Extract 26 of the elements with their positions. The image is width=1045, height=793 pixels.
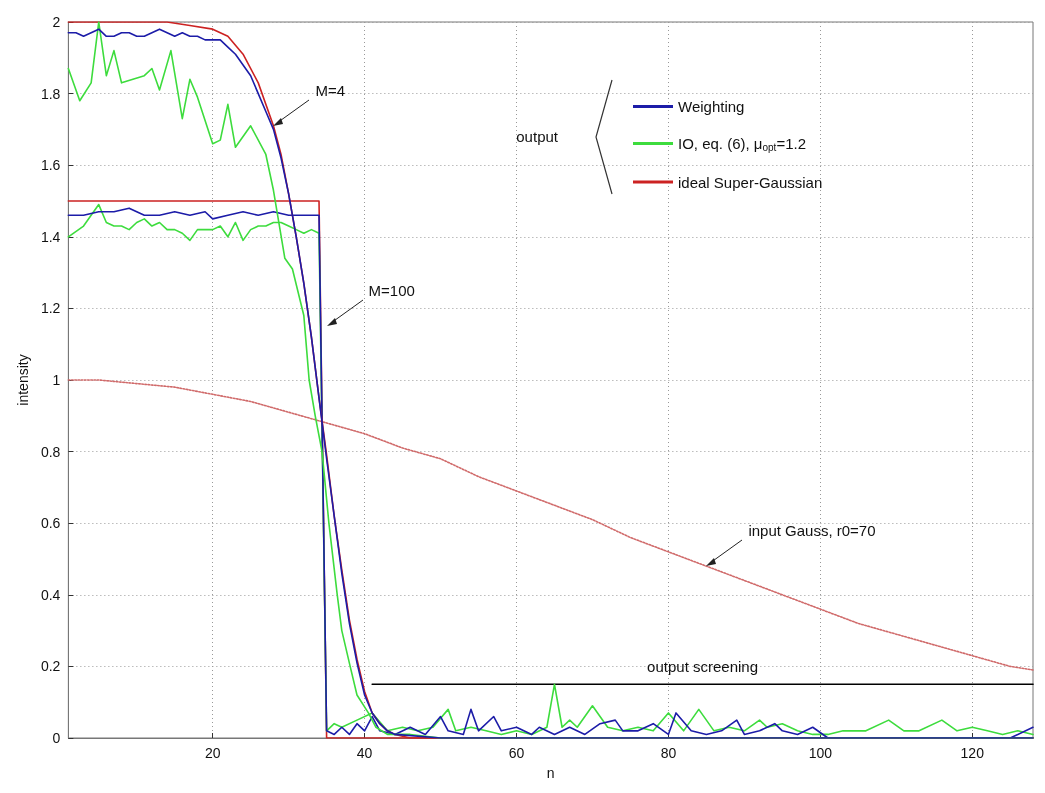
legend-title: output <box>516 128 558 146</box>
x-tick-label: 80 <box>660 745 677 761</box>
legend-label: Weighting <box>678 98 745 115</box>
y-tick-label: 1 <box>52 372 61 388</box>
x-tick-label: 100 <box>808 745 833 761</box>
y-tick-label: 0.6 <box>40 515 61 532</box>
y-tick-label: 1.6 <box>40 157 61 174</box>
y-tick-label: 1.2 <box>40 300 61 317</box>
y-tick-label: 0.8 <box>40 443 61 460</box>
x-axis-title: n <box>546 765 555 781</box>
y-tick-label: 0.2 <box>40 658 61 675</box>
y-tick-label: 1.8 <box>40 85 61 102</box>
annotation: input Gauss, r0=70 <box>748 522 876 541</box>
annotation: M=4 <box>315 81 346 100</box>
x-tick-label: 120 <box>960 745 985 761</box>
x-tick-label: 20 <box>204 745 221 761</box>
x-tick-label: 40 <box>356 745 373 761</box>
annotation: M=100 <box>368 282 415 301</box>
y-tick-label: 1.4 <box>40 228 61 245</box>
y-tick-label: 0.4 <box>40 586 61 603</box>
x-tick-label: 60 <box>508 745 525 761</box>
series-label: output screening <box>647 658 759 677</box>
y-tick-label: 2 <box>52 14 61 30</box>
y-axis-title: intensity <box>15 354 31 406</box>
y-tick-label: 0 <box>52 730 61 746</box>
legend-label: ideal Super-Gaussian <box>678 173 823 191</box>
